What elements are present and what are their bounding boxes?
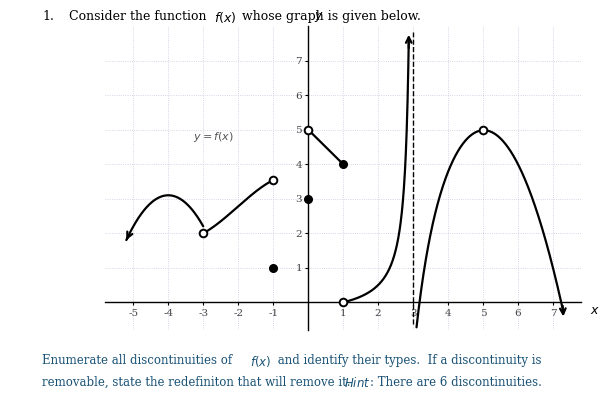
Text: $f(x)$: $f(x)$ <box>214 10 236 25</box>
Text: and identify their types.  If a discontinuity is: and identify their types. If a discontin… <box>274 354 541 367</box>
Text: 1.: 1. <box>42 10 54 23</box>
Text: $f(x)$: $f(x)$ <box>250 354 271 369</box>
Text: Consider the function: Consider the function <box>69 10 211 23</box>
Text: Enumerate all discontinuities of: Enumerate all discontinuities of <box>42 354 236 367</box>
Text: whose graph is given below.: whose graph is given below. <box>238 10 421 23</box>
Text: $y = f(x)$: $y = f(x)$ <box>193 130 234 144</box>
Text: removable, state the redefiniton that will remove it.: removable, state the redefiniton that wi… <box>42 376 358 389</box>
Text: : There are 6 discontinuities.: : There are 6 discontinuities. <box>370 376 542 389</box>
Text: $\it{Hint}$: $\it{Hint}$ <box>344 376 371 390</box>
Text: $y$: $y$ <box>314 10 324 24</box>
Text: $x$: $x$ <box>590 304 600 318</box>
